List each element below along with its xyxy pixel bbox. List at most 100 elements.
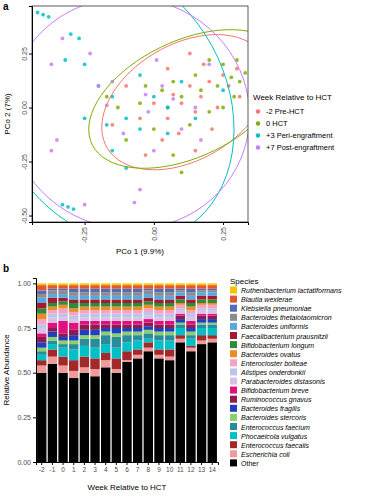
bar-segment [144,298,153,302]
bar-segment [58,314,67,318]
bar-segment [48,307,57,311]
tick-label: 0.75 [17,325,31,332]
bar-segment [112,303,121,307]
bar-segment [58,321,67,334]
point [188,123,192,127]
point [55,138,59,142]
bar-segment [144,283,153,285]
point [36,11,40,15]
bar-segment [90,317,99,321]
tick-mark [33,462,36,463]
point [144,153,148,157]
legend-swatch [256,121,260,125]
bar-segment [197,289,206,291]
bar-segment [37,328,46,333]
tick: 0 [61,462,65,473]
bar-segment [144,294,153,298]
bar-segment [80,292,89,296]
bar-segment [101,285,110,289]
bar-segment [58,308,67,313]
tick-mark [33,373,36,374]
bar-segment [176,314,185,316]
legend-swatch [230,432,237,439]
bar-segment [90,314,99,318]
bar-segment [144,348,153,352]
bar-segment [133,296,142,300]
bar-segment [58,337,67,341]
bar-segment [90,339,99,348]
bar-segment [122,317,131,321]
tick-label: -1 [50,466,56,473]
series-bars [37,289,217,294]
bar-segment [186,283,195,285]
tick-mark [105,462,106,465]
point [232,95,236,99]
bar-segment [165,332,174,336]
tick: -0.50 [21,208,32,224]
bar-segment [197,314,206,316]
y-axis: 0.000.250.500.751.00 [17,279,36,466]
bar-segment [133,283,142,285]
point [207,110,211,114]
point [207,80,211,84]
point [110,149,114,153]
series-bars [37,283,217,285]
bar-segment [80,289,89,293]
bar-segment [58,333,67,337]
bar-segment [165,317,174,321]
bar-segment [165,357,174,361]
bar-segment [112,324,121,328]
bar-segment [154,292,163,296]
bar-segment [69,371,78,378]
bar-segment [112,285,121,289]
bar-segment [58,291,67,295]
legend-title: Species [230,277,258,286]
bar-segment [90,285,99,289]
bar-segment [69,292,78,296]
bar-segment [144,308,153,312]
point [138,116,142,120]
ellipse [102,35,248,170]
bar-segment [69,319,78,323]
bar-segment [90,321,99,325]
bar-segment [133,324,142,328]
bar-segment [90,307,99,311]
bar-segment [48,298,57,303]
bar-segment [144,316,153,320]
tick-label: 0.00 [21,101,28,115]
bar-segment [186,317,195,321]
bar-segment [197,310,206,314]
bar-segment [186,351,195,462]
bar-segment [101,317,110,321]
legend-label: Ruminococcus gnavus [241,396,312,404]
point [188,84,192,88]
legend-title: Week Relative to HCT [253,93,332,102]
bar-segment [48,291,57,295]
tick-mark [116,462,117,465]
bar-segment [80,307,89,311]
bar-segment [133,303,142,307]
bar-segment [144,326,153,330]
legend-label: Blautia wexlerae [241,296,292,303]
bar-segment [37,314,46,319]
tick: 9 [157,462,161,473]
legend-label: 0 HCT [266,119,288,128]
tick-label: 14 [209,466,217,473]
tick: 0.00 [17,459,36,466]
bar-segment [133,307,142,311]
tick-label: 4 [104,466,108,473]
tick: 0.50 [17,369,36,376]
tick-label: 0.25 [17,414,31,421]
bar-segment [37,283,46,285]
bar-segment [101,307,110,311]
bar-segment [112,307,121,311]
bar-segment [37,303,46,308]
bar-segment [101,360,110,367]
tick-mark [85,222,86,225]
bar-segment [197,324,206,328]
point [180,95,184,99]
bar-segment [176,328,185,335]
tick-label: 3 [93,466,97,473]
bar-segment [112,369,121,373]
tick: 11 [177,462,184,473]
